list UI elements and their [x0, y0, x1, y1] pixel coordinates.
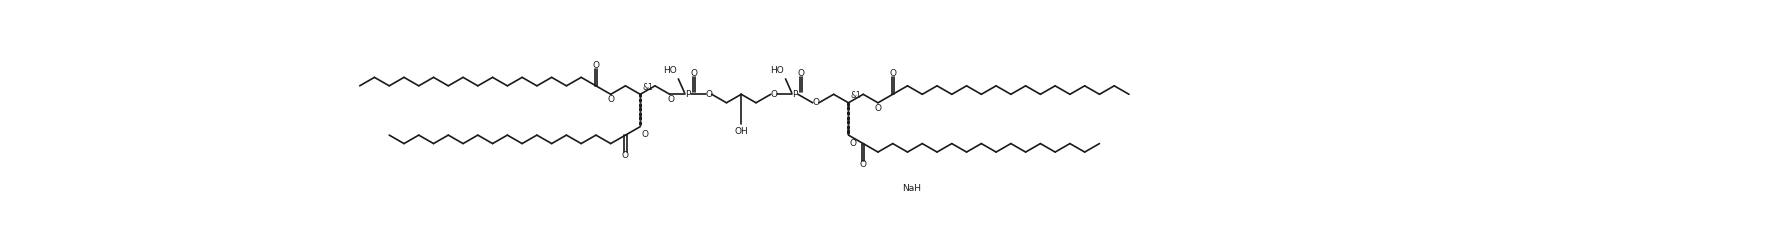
Text: HO: HO [663, 66, 677, 75]
Text: O: O [667, 95, 674, 104]
Text: O: O [888, 69, 895, 78]
Text: &1: &1 [642, 83, 652, 92]
Text: O: O [874, 103, 881, 113]
Text: O: O [704, 90, 711, 99]
Text: OH: OH [734, 127, 748, 136]
Text: P: P [793, 90, 798, 99]
Text: &1: &1 [851, 91, 862, 100]
Text: O: O [606, 95, 613, 104]
Text: O: O [622, 151, 629, 160]
Text: O: O [690, 69, 697, 78]
Text: HO: HO [769, 66, 784, 75]
Text: O: O [798, 69, 805, 78]
Text: O: O [812, 98, 819, 107]
Text: NaH: NaH [901, 184, 920, 193]
Text: P: P [684, 90, 690, 99]
Text: O: O [769, 90, 777, 99]
Text: O: O [642, 131, 649, 139]
Text: O: O [592, 61, 599, 69]
Text: O: O [849, 139, 856, 148]
Text: O: O [860, 160, 867, 169]
